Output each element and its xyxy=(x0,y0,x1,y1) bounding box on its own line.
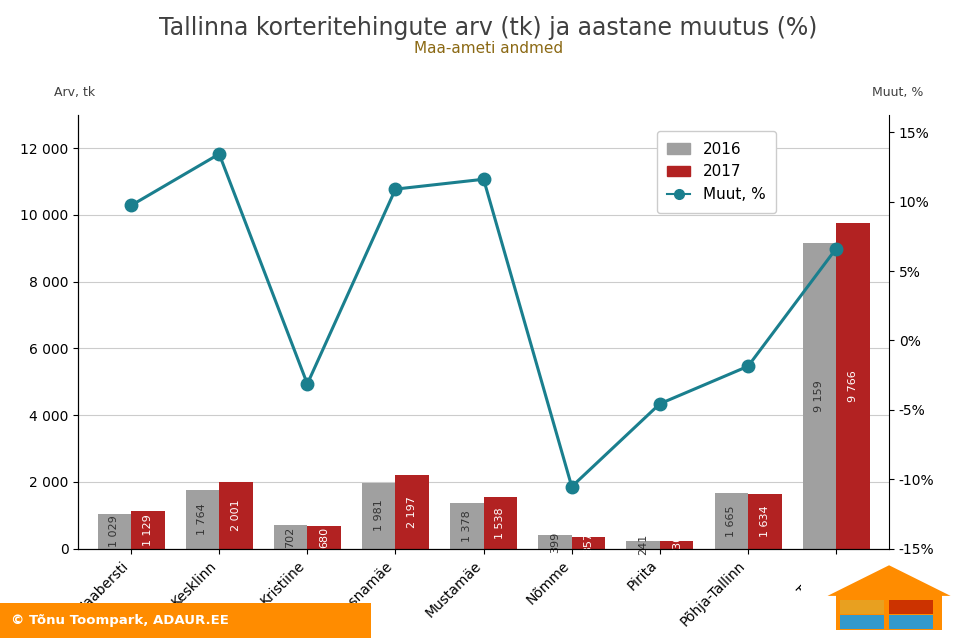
Text: 2 197: 2 197 xyxy=(407,496,417,528)
Text: 702: 702 xyxy=(285,526,296,547)
Text: 1 538: 1 538 xyxy=(495,507,505,539)
Text: 230: 230 xyxy=(671,534,682,556)
Bar xyxy=(889,615,933,629)
Text: 357: 357 xyxy=(583,532,593,553)
Text: 1 981: 1 981 xyxy=(374,500,384,531)
Bar xyxy=(803,243,836,549)
Bar xyxy=(131,511,164,549)
Bar xyxy=(274,525,308,549)
Bar xyxy=(396,475,429,549)
Text: 680: 680 xyxy=(319,527,329,548)
Polygon shape xyxy=(828,565,951,596)
Bar xyxy=(186,490,219,549)
Bar xyxy=(889,600,933,614)
Text: 2 001: 2 001 xyxy=(231,500,241,531)
Text: 399: 399 xyxy=(550,531,560,553)
Text: Maa-ameti andmed: Maa-ameti andmed xyxy=(414,41,563,57)
Bar xyxy=(748,494,782,549)
Bar xyxy=(836,223,870,549)
Text: 1 634: 1 634 xyxy=(760,505,770,537)
Bar xyxy=(361,482,396,549)
Text: 1 029: 1 029 xyxy=(109,516,119,547)
Legend: 2016, 2017, Muut, %: 2016, 2017, Muut, % xyxy=(657,131,776,213)
Bar xyxy=(714,493,748,549)
Bar xyxy=(840,600,884,614)
Text: 1 378: 1 378 xyxy=(462,510,472,542)
Bar xyxy=(659,541,694,549)
Bar xyxy=(538,535,572,549)
Bar xyxy=(219,482,253,549)
Text: 9 159: 9 159 xyxy=(815,380,825,412)
Bar xyxy=(840,615,884,629)
Bar xyxy=(484,498,517,549)
Bar xyxy=(308,526,341,549)
Text: 1 129: 1 129 xyxy=(143,514,152,545)
Bar xyxy=(572,537,605,549)
Bar xyxy=(626,540,659,549)
Text: Muut, %: Muut, % xyxy=(871,86,923,99)
Bar xyxy=(450,503,484,549)
Text: Tallinna korteritehingute arv (tk) ja aastane muutus (%): Tallinna korteritehingute arv (tk) ja aa… xyxy=(159,16,818,40)
Text: © Tõnu Toompark, ADAUR.EE: © Tõnu Toompark, ADAUR.EE xyxy=(11,614,229,627)
Text: 9 766: 9 766 xyxy=(848,370,858,401)
Text: 1 665: 1 665 xyxy=(726,505,737,537)
Bar xyxy=(98,514,131,549)
Bar xyxy=(836,595,942,630)
Text: 1 764: 1 764 xyxy=(197,503,207,535)
Text: 241: 241 xyxy=(638,534,648,555)
Text: Arv, tk: Arv, tk xyxy=(54,86,95,99)
